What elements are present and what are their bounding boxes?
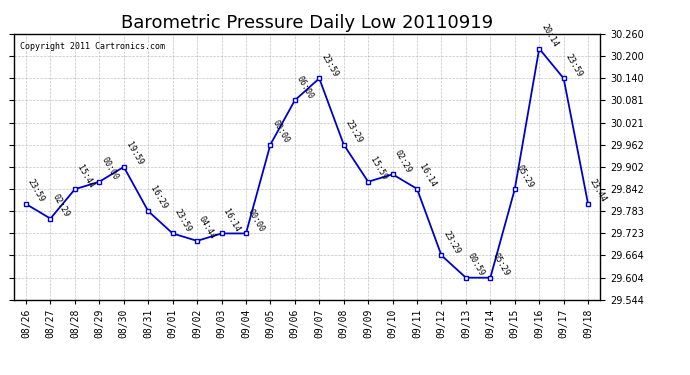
Text: 15:44: 15:44 (75, 163, 95, 189)
Text: 00:00: 00:00 (270, 118, 290, 145)
Text: 23:59: 23:59 (564, 52, 584, 78)
Text: 23:59: 23:59 (319, 52, 339, 78)
Text: 23:29: 23:29 (442, 229, 462, 255)
Text: 02:29: 02:29 (50, 192, 71, 219)
Text: Copyright 2011 Cartronics.com: Copyright 2011 Cartronics.com (19, 42, 165, 51)
Text: 05:29: 05:29 (515, 163, 535, 189)
Text: 00:00: 00:00 (99, 156, 119, 182)
Text: 05:29: 05:29 (491, 252, 511, 278)
Text: 23:59: 23:59 (26, 178, 46, 204)
Text: 06:00: 06:00 (295, 74, 315, 100)
Text: 23:59: 23:59 (172, 207, 193, 234)
Text: 00:59: 00:59 (466, 252, 486, 278)
Text: 16:14: 16:14 (417, 163, 437, 189)
Text: 16:29: 16:29 (148, 185, 168, 211)
Text: 23:29: 23:29 (344, 118, 364, 145)
Title: Barometric Pressure Daily Low 20110919: Barometric Pressure Daily Low 20110919 (121, 14, 493, 32)
Text: 04:44: 04:44 (197, 215, 217, 241)
Text: 02:29: 02:29 (393, 148, 413, 174)
Text: 20:14: 20:14 (539, 22, 560, 49)
Text: 15:59: 15:59 (368, 156, 388, 182)
Text: 23:44: 23:44 (588, 178, 609, 204)
Text: 16:14: 16:14 (221, 207, 242, 234)
Text: 00:00: 00:00 (246, 207, 266, 234)
Text: 19:59: 19:59 (124, 141, 144, 167)
